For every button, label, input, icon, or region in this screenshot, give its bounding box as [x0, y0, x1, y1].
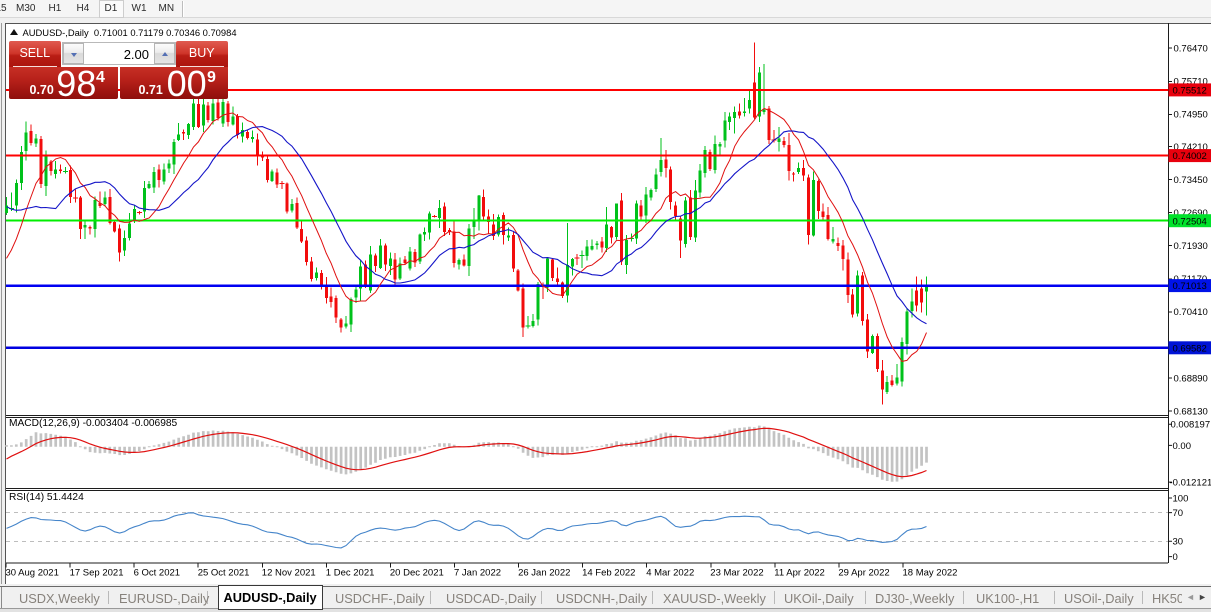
- svg-text:20 Dec 2021: 20 Dec 2021: [390, 568, 444, 579]
- svg-text:30 Aug 2021: 30 Aug 2021: [6, 568, 59, 579]
- svg-text:25 Oct 2021: 25 Oct 2021: [198, 568, 250, 579]
- svg-text:0.70410: 0.70410: [1174, 307, 1208, 318]
- svg-text:0.71930: 0.71930: [1174, 241, 1208, 252]
- svg-text:0.73450: 0.73450: [1174, 175, 1208, 186]
- svg-text:70: 70: [1173, 508, 1184, 519]
- svg-text:1 Dec 2021: 1 Dec 2021: [326, 568, 375, 579]
- svg-text:0.75710: 0.75710: [1174, 77, 1208, 88]
- svg-text:0.72690: 0.72690: [1174, 208, 1208, 219]
- svg-text:29 Apr 2022: 29 Apr 2022: [838, 568, 889, 579]
- svg-text:0.74002: 0.74002: [1173, 151, 1207, 162]
- svg-text:4 Mar 2022: 4 Mar 2022: [646, 568, 694, 579]
- svg-text:30: 30: [1173, 537, 1184, 548]
- svg-text:23 Mar 2022: 23 Mar 2022: [710, 568, 763, 579]
- svg-text:0.008197: 0.008197: [1171, 420, 1211, 431]
- svg-text:0.69582: 0.69582: [1173, 343, 1207, 354]
- svg-text:0.75512: 0.75512: [1173, 86, 1207, 97]
- svg-text:6 Oct 2021: 6 Oct 2021: [134, 568, 180, 579]
- svg-text:14 Feb 2022: 14 Feb 2022: [582, 568, 635, 579]
- svg-text:12 Nov 2021: 12 Nov 2021: [262, 568, 316, 579]
- svg-text:-0.012121: -0.012121: [1170, 478, 1211, 489]
- svg-text:0.71013: 0.71013: [1173, 281, 1207, 292]
- svg-text:0.74210: 0.74210: [1174, 142, 1208, 153]
- svg-text:0.68890: 0.68890: [1174, 373, 1208, 384]
- svg-text:0.76470: 0.76470: [1174, 44, 1208, 55]
- svg-text:11 Apr 2022: 11 Apr 2022: [774, 568, 825, 579]
- svg-text:17 Sep 2021: 17 Sep 2021: [70, 568, 124, 579]
- svg-text:0: 0: [1173, 552, 1178, 563]
- svg-text:18 May 2022: 18 May 2022: [903, 568, 958, 579]
- svg-text:7 Jan 2022: 7 Jan 2022: [454, 568, 501, 579]
- svg-text:0.00: 0.00: [1173, 441, 1192, 452]
- svg-text:0.72504: 0.72504: [1173, 216, 1207, 227]
- svg-text:0.68130: 0.68130: [1174, 406, 1208, 417]
- svg-text:26 Jan 2022: 26 Jan 2022: [518, 568, 570, 579]
- svg-text:0.74950: 0.74950: [1174, 110, 1208, 121]
- svg-text:100: 100: [1173, 493, 1189, 504]
